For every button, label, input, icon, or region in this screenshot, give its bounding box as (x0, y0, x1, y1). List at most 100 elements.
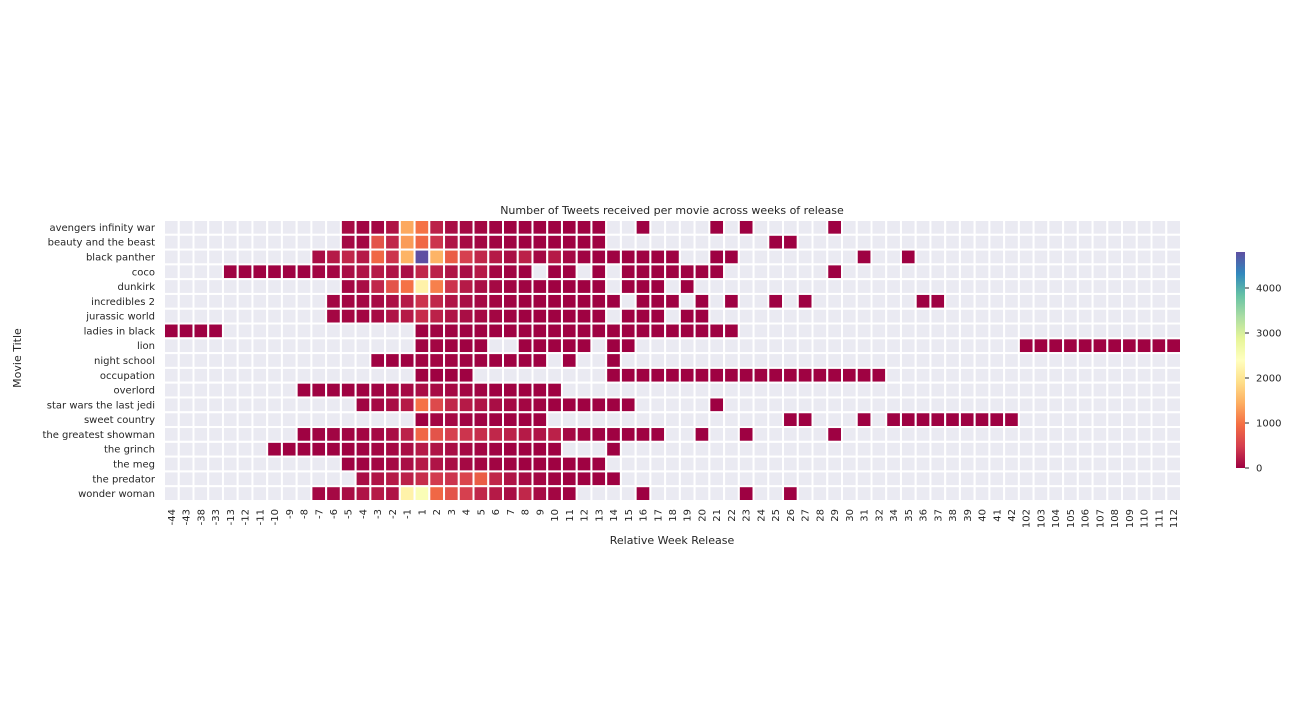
heatmap-cell-empty (339, 396, 357, 414)
heatmap-cell (472, 352, 490, 369)
heatmap-cell-empty (929, 322, 947, 340)
heatmap-cell-empty (929, 337, 947, 355)
heatmap-cell-empty (885, 352, 902, 369)
heatmap-cell-empty (944, 455, 961, 473)
heatmap-cell-empty (811, 292, 829, 310)
heatmap-cell-empty (973, 440, 991, 458)
heatmap-cell-empty (295, 292, 313, 310)
heatmap-cell-empty (944, 248, 961, 266)
heatmap-cell (339, 248, 357, 266)
heatmap-cell (575, 292, 593, 310)
heatmap-cell-empty (192, 381, 210, 399)
heatmap-cell-empty (251, 470, 269, 488)
heatmap-cell-empty (958, 337, 976, 355)
heatmap-cell-empty (855, 455, 873, 473)
heatmap-cell (384, 219, 401, 236)
heatmap-cell (428, 366, 446, 384)
heatmap-cell-empty (988, 322, 1006, 340)
heatmap-cell-empty (236, 352, 254, 369)
heatmap-cell (369, 485, 387, 502)
column-label: 103 (1036, 509, 1047, 528)
heatmap-cell (502, 455, 519, 473)
column-label: -43 (182, 509, 193, 525)
heatmap-cell (413, 470, 431, 488)
heatmap-cell (398, 219, 416, 236)
heatmap-cell-empty (266, 233, 283, 251)
heatmap-cell-empty (988, 233, 1006, 251)
heatmap-cell (443, 248, 460, 266)
heatmap-cell-empty (295, 248, 313, 266)
row-label: dunkirk (118, 282, 156, 293)
heatmap-cell-empty (988, 263, 1006, 281)
heatmap-cell-empty (384, 411, 401, 429)
heatmap-cell-empty (796, 440, 814, 458)
heatmap-cell-empty (325, 366, 342, 384)
heatmap-cell-empty (280, 396, 298, 414)
heatmap-cell-empty (885, 366, 902, 384)
heatmap-cell-empty (796, 455, 814, 473)
heatmap-cell-empty (737, 381, 755, 399)
heatmap-cell-empty (192, 337, 210, 355)
heatmap-cell (398, 352, 416, 369)
heatmap-cell-empty (752, 248, 770, 266)
heatmap-cell (619, 263, 637, 281)
heatmap-cell-empty (251, 337, 269, 355)
heatmap-cell (325, 440, 342, 458)
heatmap-cell-empty (295, 455, 313, 473)
column-label: 18 (668, 509, 679, 522)
heatmap-cell-empty (752, 485, 770, 502)
heatmap-cell (354, 426, 372, 443)
heatmap-cell-empty (207, 381, 224, 399)
heatmap-cell (487, 292, 505, 310)
heatmap-cell-empty (236, 248, 254, 266)
heatmap-cell-empty (1032, 396, 1050, 414)
heatmap-cell-empty (737, 440, 755, 458)
heatmap-cell (782, 485, 799, 502)
heatmap-cell (457, 307, 475, 325)
heatmap-cell (516, 381, 534, 399)
heatmap-cell-empty (944, 292, 961, 310)
heatmap-cell-empty (619, 352, 637, 369)
heatmap-cell (457, 219, 475, 236)
heatmap-cell-empty (929, 381, 947, 399)
heatmap-cell (723, 248, 740, 266)
heatmap-cell-empty (1091, 352, 1109, 369)
heatmap-cell-empty (1135, 440, 1153, 458)
heatmap-cell-empty (988, 352, 1006, 369)
heatmap-cell-empty (1165, 485, 1183, 502)
heatmap-cell-empty (678, 337, 696, 355)
heatmap-cell (369, 278, 387, 295)
heatmap-cell-empty (1032, 426, 1050, 443)
heatmap-cell-empty (811, 455, 829, 473)
heatmap-cell-empty (1032, 307, 1050, 325)
heatmap-cell-empty (841, 248, 858, 266)
heatmap-cell-empty (1032, 455, 1050, 473)
heatmap-cell-empty (1003, 263, 1020, 281)
heatmap-cell-empty (870, 352, 888, 369)
heatmap-cell-empty (619, 292, 637, 310)
column-label: 17 (653, 509, 664, 522)
column-label: 9 (535, 509, 546, 515)
heatmap-cell-empty (1150, 470, 1168, 488)
heatmap-cell (502, 278, 519, 295)
heatmap-cell-empty (678, 233, 696, 251)
colorbar-gradient (1236, 252, 1245, 468)
heatmap-cell-empty (295, 233, 313, 251)
heatmap-cell-empty (914, 381, 932, 399)
heatmap-cell-empty (177, 263, 195, 281)
heatmap-cell-empty (944, 440, 961, 458)
heatmap-cell-empty (841, 426, 858, 443)
heatmap-cell (384, 307, 401, 325)
heatmap-cell-empty (1017, 307, 1035, 325)
heatmap-cell-empty (826, 455, 844, 473)
heatmap-cell-empty (811, 485, 829, 502)
heatmap-cell-empty (280, 485, 298, 502)
heatmap-cell-empty (369, 337, 387, 355)
heatmap-cell (487, 485, 505, 502)
heatmap-cell-empty (619, 411, 637, 429)
heatmap-cell (502, 381, 519, 399)
heatmap-cell (413, 278, 431, 295)
heatmap-cell-empty (1003, 396, 1020, 414)
heatmap-cell-empty (266, 381, 283, 399)
row-label: star wars the last jedi (47, 400, 155, 411)
